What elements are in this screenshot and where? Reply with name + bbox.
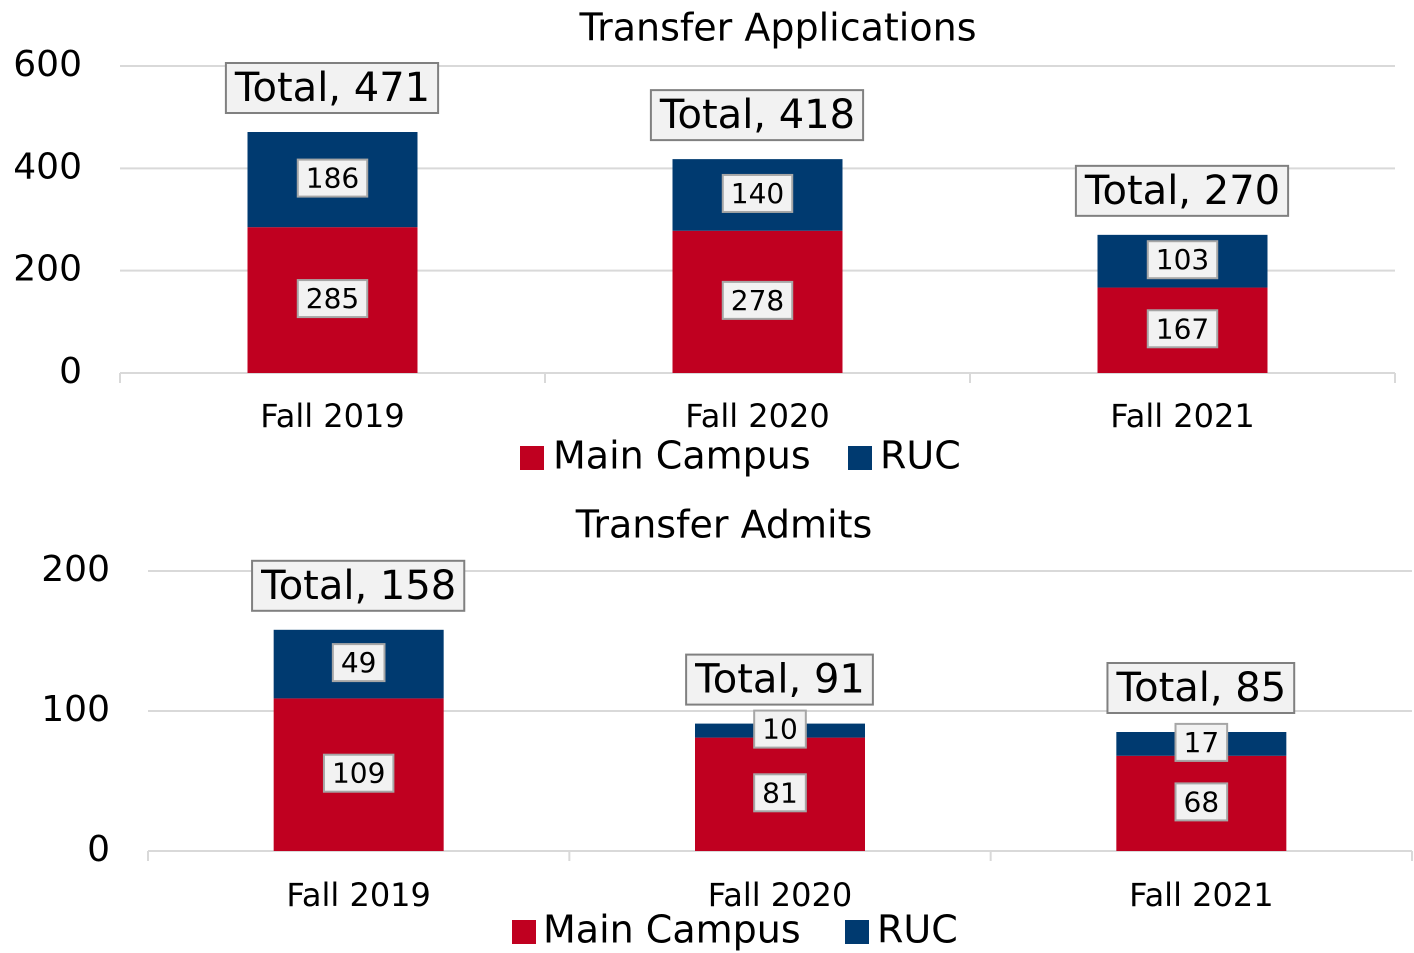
y-tick-label: 400 <box>13 146 82 187</box>
total-label: Total, 85 <box>1115 665 1286 711</box>
total-label: Total, 418 <box>659 92 855 138</box>
data-label-box <box>1146 309 1219 349</box>
data-label: 68 <box>1184 785 1220 818</box>
legend-label: Main Campus <box>543 908 801 952</box>
x-tick-label: Fall 2021 <box>1110 397 1254 435</box>
total-label-box <box>1106 662 1296 714</box>
legend-label: RUC <box>880 434 961 478</box>
x-tick-label: Fall 2019 <box>260 397 404 435</box>
y-tick-label: 0 <box>87 829 110 870</box>
total-label: Total, 91 <box>694 657 865 703</box>
data-label-box <box>753 773 807 813</box>
data-label: 186 <box>306 162 359 195</box>
total-label-box <box>224 62 440 115</box>
data-label: 10 <box>762 713 798 746</box>
data-label: 81 <box>762 776 798 809</box>
y-tick-label: 600 <box>13 44 82 85</box>
x-tick-label: Fall 2019 <box>286 876 430 914</box>
y-tick-label: 200 <box>13 249 82 290</box>
legend-swatch <box>512 920 536 944</box>
total-label-box <box>649 89 865 142</box>
legend-label: RUC <box>877 908 958 952</box>
total-label: Total, 270 <box>1084 168 1280 214</box>
data-label: 109 <box>332 757 385 790</box>
total-label: Total, 158 <box>260 563 456 609</box>
data-label: 140 <box>731 177 784 210</box>
chart-title: Transfer Admits <box>575 503 873 547</box>
data-label-box <box>322 753 395 793</box>
data-label: 278 <box>731 284 784 317</box>
legend-swatch <box>845 920 869 944</box>
x-tick-label: Fall 2020 <box>708 876 852 914</box>
total-label: Total, 471 <box>234 65 430 111</box>
data-label-box <box>1146 240 1219 280</box>
data-label: 103 <box>1156 243 1209 276</box>
data-label-box <box>296 279 369 319</box>
data-label: 167 <box>1156 312 1209 345</box>
data-label-box <box>721 173 794 213</box>
y-tick-label: 0 <box>59 351 82 392</box>
y-tick-label: 200 <box>41 549 110 590</box>
legend-label: Main Campus <box>553 434 811 478</box>
data-label-box <box>1174 722 1229 762</box>
data-label: 285 <box>306 282 359 315</box>
total-label-box <box>1074 164 1290 217</box>
legend-swatch <box>848 446 872 470</box>
data-label: 49 <box>341 646 377 679</box>
data-label-box <box>1174 782 1229 822</box>
x-tick-label: Fall 2020 <box>685 397 829 435</box>
data-label-box <box>721 280 794 320</box>
data-label-box <box>296 158 369 198</box>
data-label-box <box>753 709 807 749</box>
chart-title: Transfer Applications <box>579 6 977 50</box>
total-label-box <box>251 559 466 612</box>
data-label: 17 <box>1184 726 1220 759</box>
legend-swatch <box>520 446 544 470</box>
total-label-box <box>685 653 874 706</box>
y-tick-label: 100 <box>41 689 110 730</box>
data-label-box <box>331 643 386 683</box>
x-tick-label: Fall 2021 <box>1129 876 1273 914</box>
